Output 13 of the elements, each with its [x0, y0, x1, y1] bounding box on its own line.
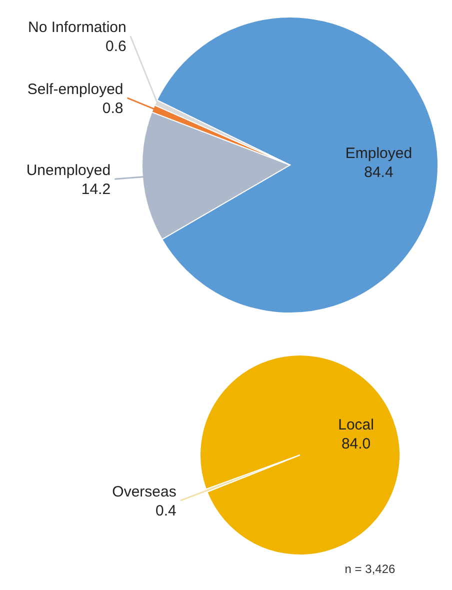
- data-label: 84.4: [364, 164, 394, 181]
- text: n = 3,426: [344, 562, 396, 576]
- data-label: 0.4: [156, 502, 176, 520]
- slice-label: No Information: [28, 18, 126, 36]
- data-label: 0.8: [102, 100, 124, 117]
- slice-label: Overseas: [112, 484, 176, 501]
- data-label: 14.2: [81, 181, 111, 198]
- slice-label: Self-employed: [27, 80, 124, 98]
- slice-label: Employed: [345, 144, 412, 162]
- slice-label: Local: [338, 416, 374, 434]
- slice-label: Unemployed: [26, 162, 111, 180]
- data-label: 84.0: [341, 436, 371, 453]
- data-label: 0.6: [106, 38, 126, 55]
